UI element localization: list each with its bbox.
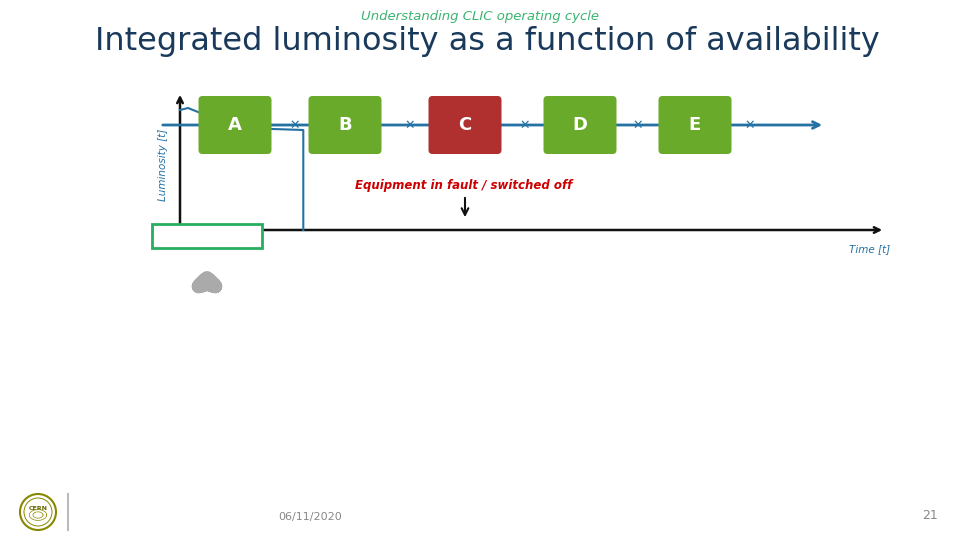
FancyBboxPatch shape (659, 96, 732, 154)
FancyBboxPatch shape (152, 224, 262, 248)
FancyBboxPatch shape (199, 96, 272, 154)
Text: CERN: CERN (29, 505, 47, 510)
FancyBboxPatch shape (308, 96, 381, 154)
FancyBboxPatch shape (428, 96, 501, 154)
Text: D: D (572, 116, 588, 134)
Text: ✕: ✕ (290, 118, 300, 132)
Text: Understanding CLIC operating cycle: Understanding CLIC operating cycle (361, 10, 599, 23)
Text: E: E (689, 116, 701, 134)
Text: ✕: ✕ (633, 118, 643, 132)
Text: NOMINAL  OP: NOMINAL OP (178, 232, 236, 240)
Text: Integrated luminosity as a function of availability: Integrated luminosity as a function of a… (95, 26, 880, 57)
Text: A: A (228, 116, 242, 134)
Text: ✕: ✕ (519, 118, 530, 132)
Text: ✕: ✕ (405, 118, 416, 132)
Text: Equipment in fault / switched off: Equipment in fault / switched off (355, 179, 572, 192)
Text: 06/11/2020: 06/11/2020 (278, 512, 342, 522)
FancyBboxPatch shape (543, 96, 616, 154)
Text: B: B (338, 116, 351, 134)
Text: Time [t]: Time [t] (849, 244, 890, 254)
Text: ✕: ✕ (745, 118, 756, 132)
Text: Luminosity [t]: Luminosity [t] (158, 129, 168, 201)
Text: C: C (458, 116, 471, 134)
Text: 21: 21 (923, 509, 938, 522)
